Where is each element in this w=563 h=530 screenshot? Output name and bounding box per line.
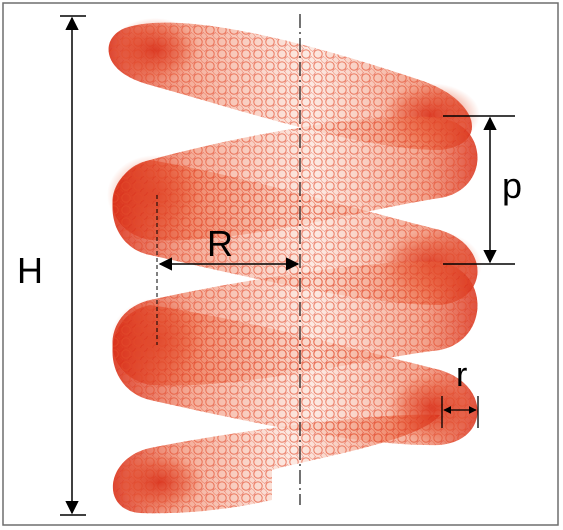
coil-segment-6 bbox=[112, 414, 441, 514]
helix-coils bbox=[107, 18, 482, 514]
minor-radius-label: r bbox=[456, 356, 467, 394]
major-radius-label: R bbox=[207, 223, 233, 264]
annotations bbox=[60, 14, 515, 516]
height-label: H bbox=[17, 250, 43, 291]
coil-segment-5 bbox=[112, 305, 478, 446]
pitch-label: p bbox=[502, 165, 522, 206]
